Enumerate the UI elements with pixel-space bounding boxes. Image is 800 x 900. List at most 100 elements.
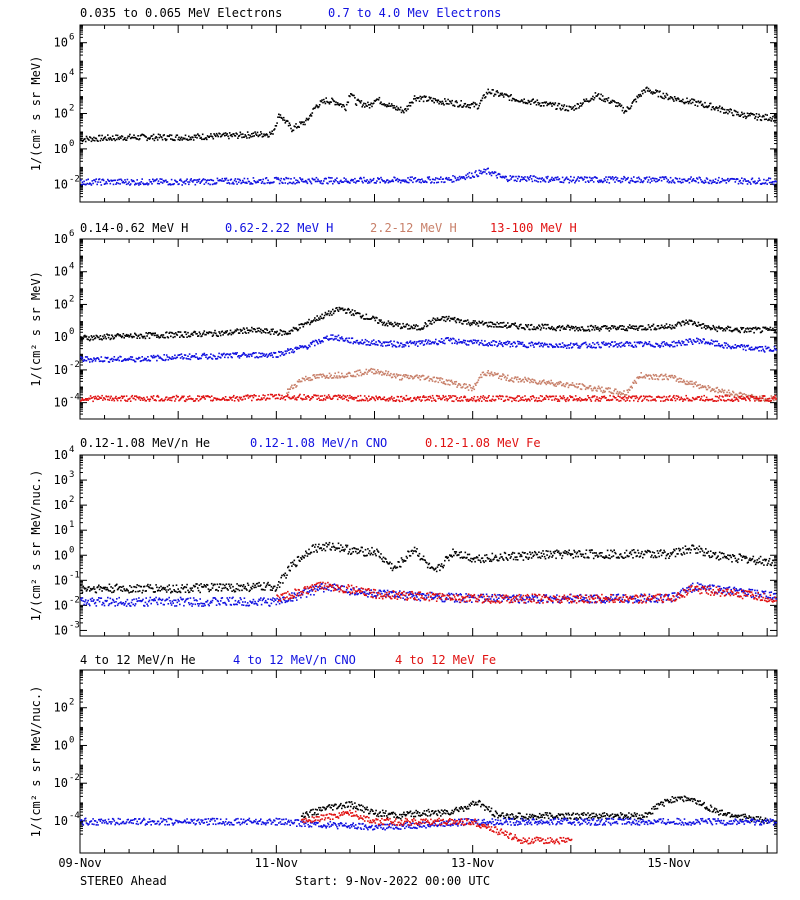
data-point bbox=[353, 94, 355, 97]
data-point bbox=[148, 337, 151, 339]
data-point bbox=[611, 392, 614, 394]
data-point bbox=[323, 98, 325, 101]
data-point bbox=[496, 345, 498, 348]
data-point bbox=[664, 176, 667, 178]
data-point bbox=[653, 328, 656, 331]
data-point bbox=[663, 178, 665, 180]
data-point bbox=[257, 356, 260, 359]
data-point bbox=[404, 108, 407, 110]
data-point bbox=[709, 179, 712, 182]
data-point bbox=[99, 335, 102, 337]
data-point bbox=[447, 383, 449, 386]
data-point bbox=[380, 101, 382, 103]
data-point bbox=[704, 324, 706, 327]
data-point bbox=[167, 359, 170, 361]
data-point bbox=[742, 327, 745, 329]
data-point bbox=[689, 99, 692, 102]
data-point bbox=[464, 387, 467, 389]
y-tick-exponent: 0 bbox=[69, 139, 74, 149]
data-point bbox=[526, 102, 529, 105]
data-point bbox=[516, 180, 518, 182]
data-point bbox=[88, 183, 90, 185]
data-point bbox=[765, 398, 768, 401]
data-point bbox=[565, 105, 568, 107]
data-point bbox=[170, 138, 172, 140]
data-point bbox=[334, 372, 336, 375]
data-point bbox=[88, 139, 90, 141]
data-point bbox=[558, 382, 561, 385]
data-point bbox=[727, 394, 729, 396]
data-point bbox=[456, 386, 458, 388]
data-point bbox=[120, 336, 123, 339]
data-point bbox=[480, 99, 483, 102]
data-point bbox=[234, 352, 237, 354]
data-point bbox=[322, 101, 324, 104]
data-point bbox=[738, 180, 741, 183]
data-point bbox=[309, 321, 312, 324]
data-point bbox=[655, 342, 657, 345]
data-point bbox=[286, 395, 288, 398]
data-point bbox=[569, 329, 571, 331]
data-point bbox=[319, 315, 322, 318]
data-point bbox=[92, 400, 94, 403]
data-point bbox=[138, 337, 141, 339]
data-point bbox=[390, 340, 392, 342]
data-point bbox=[612, 178, 615, 181]
data-point bbox=[93, 358, 96, 360]
data-point bbox=[571, 327, 574, 330]
data-point bbox=[646, 90, 649, 92]
data-point bbox=[763, 400, 766, 403]
data-point bbox=[179, 399, 181, 401]
data-point bbox=[449, 317, 452, 320]
data-point bbox=[403, 345, 405, 348]
data-point bbox=[699, 383, 701, 386]
data-point bbox=[243, 328, 246, 331]
data-point bbox=[423, 325, 426, 327]
data-point bbox=[369, 103, 372, 106]
data-point bbox=[184, 183, 187, 185]
data-point bbox=[480, 170, 482, 172]
data-point bbox=[327, 101, 330, 104]
data-point bbox=[551, 176, 553, 179]
data-point bbox=[400, 395, 403, 398]
data-point bbox=[628, 389, 631, 391]
data-point bbox=[266, 356, 269, 358]
data-point bbox=[427, 396, 430, 398]
data-point bbox=[458, 383, 461, 385]
data-point bbox=[231, 356, 233, 359]
data-point bbox=[529, 175, 532, 177]
data-point bbox=[561, 176, 564, 179]
data-point bbox=[637, 329, 639, 331]
data-point bbox=[377, 177, 379, 179]
data-point bbox=[689, 338, 692, 340]
data-point bbox=[372, 372, 375, 375]
data-point bbox=[238, 332, 241, 334]
data-point bbox=[258, 327, 260, 329]
data-point bbox=[680, 378, 683, 380]
data-point bbox=[506, 327, 508, 329]
data-point bbox=[342, 181, 345, 183]
data-point bbox=[651, 177, 654, 179]
data-point bbox=[722, 108, 724, 110]
data-point bbox=[424, 340, 426, 343]
data-point bbox=[367, 371, 369, 373]
data-point bbox=[615, 388, 617, 391]
data-point bbox=[294, 182, 296, 185]
data-point bbox=[169, 331, 171, 334]
data-point bbox=[576, 177, 579, 180]
data-point bbox=[143, 398, 146, 401]
data-point bbox=[538, 341, 540, 344]
data-point bbox=[619, 346, 622, 348]
data-point bbox=[176, 334, 179, 336]
data-point bbox=[712, 179, 714, 182]
data-point bbox=[274, 397, 277, 400]
data-point bbox=[400, 379, 403, 381]
data-point bbox=[336, 309, 339, 311]
data-point bbox=[772, 349, 775, 352]
data-point bbox=[484, 169, 487, 171]
data-point bbox=[249, 134, 251, 137]
data-point bbox=[166, 356, 169, 358]
data-point bbox=[370, 102, 372, 105]
data-point bbox=[609, 343, 611, 345]
data-point bbox=[577, 176, 579, 178]
